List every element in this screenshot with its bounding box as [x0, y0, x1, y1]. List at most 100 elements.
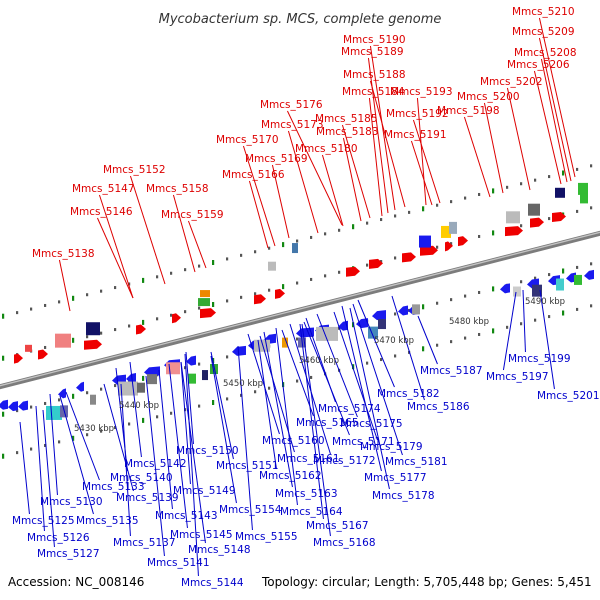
gene-label-top[interactable]: Mmcs_5191: [384, 129, 447, 141]
gene-label-bottom[interactable]: Mmcs_5165: [296, 417, 359, 429]
gene-label-bottom[interactable]: Mmcs_5148: [188, 544, 251, 556]
band-tick: [142, 319, 145, 325]
band-tick: [478, 332, 481, 336]
reverse-gene-arrow: [232, 345, 246, 356]
gene-label-top[interactable]: Mmcs_5188: [343, 69, 406, 81]
leader-line: [321, 154, 344, 227]
gene-label-top[interactable]: Mmcs_5183: [316, 126, 379, 138]
gene-label-bottom[interactable]: Mmcs_5187: [420, 365, 483, 377]
gene-box-upper: [441, 225, 451, 238]
band-tick: [310, 375, 313, 379]
gene-label-top[interactable]: Mmcs_5202: [480, 76, 543, 88]
band-tick: [100, 429, 103, 433]
gene-label-bottom[interactable]: Mmcs_5141: [147, 557, 210, 569]
band-tick: [548, 273, 551, 277]
band-tick: [142, 375, 145, 381]
band-tick: [464, 196, 467, 200]
gene-label-top[interactable]: Mmcs_5147: [72, 183, 135, 195]
gene-label-bottom[interactable]: Mmcs_5149: [173, 485, 236, 497]
gene-label-bottom[interactable]: Mmcs_5144: [181, 577, 244, 589]
gene-label-top[interactable]: Mmcs_5208: [514, 47, 577, 59]
gene-label-bottom[interactable]: Mmcs_5139: [116, 492, 179, 504]
gene-label-bottom[interactable]: Mmcs_5179: [360, 441, 423, 453]
band-tick: [338, 228, 341, 232]
band-tick: [58, 440, 61, 444]
gene-label-top[interactable]: Mmcs_5192: [386, 108, 449, 120]
leader-line: [42, 409, 55, 548]
gene-label-top[interactable]: Mmcs_5173: [261, 119, 324, 131]
band-tick: [170, 271, 173, 275]
band-tick: [436, 343, 439, 347]
gene-label-top[interactable]: Mmcs_5138: [32, 248, 95, 260]
gene-label-top[interactable]: Mmcs_5206: [507, 59, 570, 71]
gene-label-top[interactable]: Mmcs_5158: [146, 183, 209, 195]
gene-label-top[interactable]: Mmcs_5209: [512, 26, 575, 38]
leader-line: [286, 110, 343, 226]
gene-box-upper: [580, 193, 588, 204]
gene-label-top[interactable]: Mmcs_5176: [260, 99, 323, 111]
gene-label-top[interactable]: Mmcs_5200: [457, 91, 520, 103]
gene-label-top[interactable]: Mmcs_5159: [161, 209, 224, 221]
gene-label-bottom[interactable]: Mmcs_5178: [372, 490, 435, 502]
gene-box-lower: [210, 364, 218, 375]
gene-label-top[interactable]: Mmcs_5152: [103, 164, 166, 176]
gene-label-top[interactable]: Mmcs_5193: [390, 86, 453, 98]
forward-gene-arrow: [172, 313, 181, 324]
gene-label-top[interactable]: Mmcs_5210: [512, 6, 575, 18]
leader-line: [35, 405, 45, 532]
leader-line: [333, 311, 378, 441]
band-tick: [128, 282, 131, 286]
gene-label-top[interactable]: Mmcs_5166: [222, 169, 285, 181]
gene-label-bottom[interactable]: Mmcs_5126: [27, 532, 90, 544]
gene-label-top[interactable]: Mmcs_5185: [315, 113, 378, 125]
band-tick: [296, 379, 299, 383]
gene-label-top[interactable]: Mmcs_5169: [245, 153, 308, 165]
gene-label-bottom[interactable]: Mmcs_5160: [262, 435, 325, 447]
band-tick: [114, 286, 117, 290]
gene-label-bottom[interactable]: Mmcs_5135: [76, 515, 139, 527]
gene-label-top[interactable]: Mmcs_5198: [437, 105, 500, 117]
forward-gene-arrow: [275, 288, 285, 299]
gene-label-bottom[interactable]: Mmcs_5155: [235, 531, 298, 543]
band-tick: [436, 301, 439, 305]
gene-label-top[interactable]: Mmcs_5180: [295, 143, 358, 155]
leader-line: [539, 289, 555, 390]
genome-summary-text: Topology: circular; Length: 5,705,448 bp…: [261, 575, 592, 589]
band-tick: [366, 361, 369, 365]
band-tick: [184, 366, 187, 370]
gene-label-bottom[interactable]: Mmcs_5133: [82, 481, 145, 493]
gene-label-top[interactable]: Mmcs_5190: [343, 34, 406, 46]
gene-label-top[interactable]: Mmcs_5170: [216, 134, 279, 146]
band-tick: [366, 221, 369, 225]
gene-label-bottom[interactable]: Mmcs_5127: [37, 548, 100, 560]
gene-label-bottom[interactable]: Mmcs_5175: [340, 418, 403, 430]
gene-label-bottom[interactable]: Mmcs_5163: [275, 488, 338, 500]
band-tick: [282, 242, 285, 248]
gene-label-bottom[interactable]: Mmcs_5167: [306, 520, 369, 532]
gene-label-bottom[interactable]: Mmcs_5172: [313, 455, 376, 467]
gene-label-bottom[interactable]: Mmcs_5168: [313, 537, 376, 549]
band-tick: [394, 214, 397, 218]
gene-label-bottom[interactable]: Mmcs_5197: [486, 371, 549, 383]
gene-label-bottom[interactable]: Mmcs_5174: [318, 403, 381, 415]
band-tick: [492, 188, 495, 194]
gene-box-lower: [378, 319, 386, 330]
gene-label-bottom[interactable]: Mmcs_5201: [537, 390, 600, 402]
gene-label-bottom[interactable]: Mmcs_5125: [12, 515, 75, 527]
gene-label-bottom[interactable]: Mmcs_5130: [40, 496, 103, 508]
gene-label-top[interactable]: Mmcs_5146: [70, 206, 133, 218]
gene-label-bottom[interactable]: Mmcs_5181: [385, 456, 448, 468]
gene-label-top[interactable]: Mmcs_5184: [342, 86, 405, 98]
gene-label-bottom[interactable]: Mmcs_5186: [407, 401, 470, 413]
gene-label-bottom[interactable]: Mmcs_5137: [113, 537, 176, 549]
gene-label-top[interactable]: Mmcs_5189: [341, 46, 404, 58]
leader-line: [502, 291, 517, 371]
gene-label-bottom[interactable]: Mmcs_5182: [377, 388, 440, 400]
gene-label-bottom[interactable]: Mmcs_5145: [170, 529, 233, 541]
gene-box-lower: [574, 274, 582, 285]
gene-label-bottom[interactable]: Mmcs_5199: [508, 353, 571, 365]
gene-label-bottom[interactable]: Mmcs_5177: [364, 472, 427, 484]
gene-label-bottom[interactable]: Mmcs_5164: [280, 506, 343, 518]
band-tick: [478, 234, 481, 238]
gene-label-bottom[interactable]: Mmcs_5150: [176, 445, 239, 457]
